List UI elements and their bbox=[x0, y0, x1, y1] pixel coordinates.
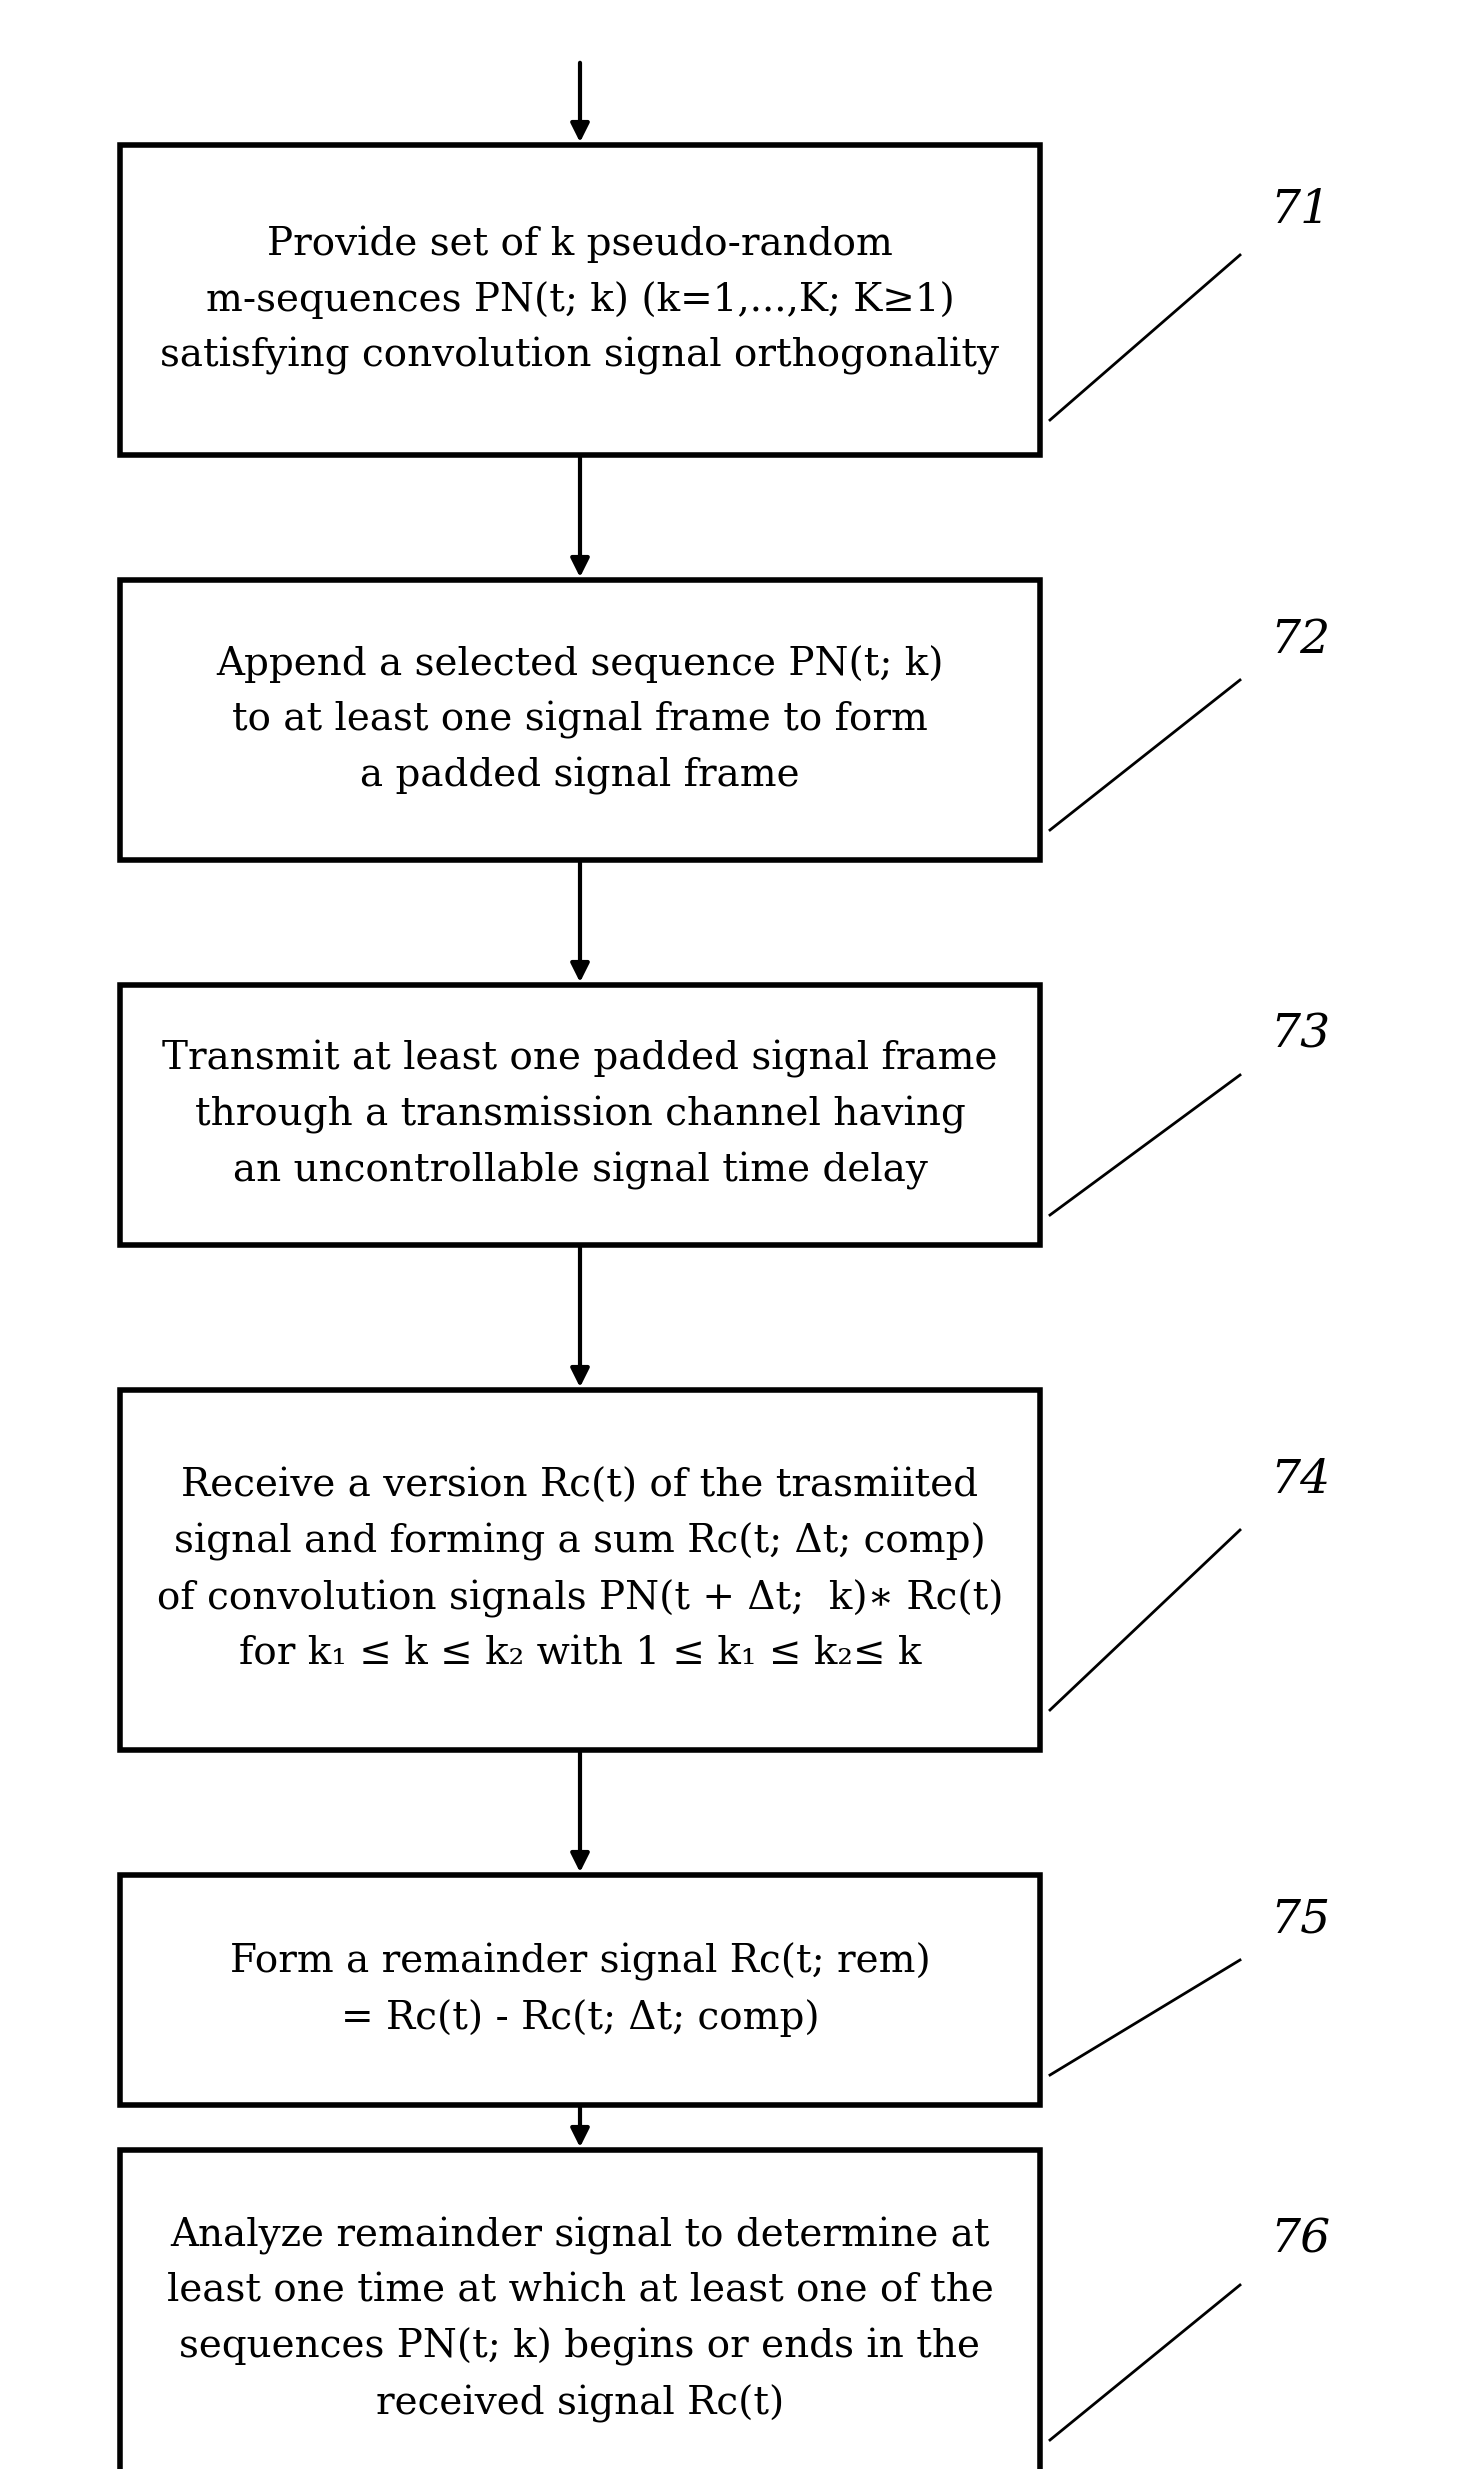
Text: 72: 72 bbox=[1269, 617, 1330, 662]
Text: Receive a version Rc(t) of the trasmiited
signal and forming a sum Rc(t; Δt; com: Receive a version Rc(t) of the trasmiite… bbox=[157, 1469, 1003, 1672]
Text: 75: 75 bbox=[1269, 1896, 1330, 1943]
Text: 71: 71 bbox=[1269, 188, 1330, 232]
FancyBboxPatch shape bbox=[121, 1874, 1040, 2106]
Text: Append a selected sequence PN(t; k)
to at least one signal frame to form
a padde: Append a selected sequence PN(t; k) to a… bbox=[216, 644, 944, 795]
Text: Provide set of k pseudo-random
m-sequences PN(t; k) (k=1,...,K; K≥1)
satisfying : Provide set of k pseudo-random m-sequenc… bbox=[160, 225, 999, 375]
FancyBboxPatch shape bbox=[121, 580, 1040, 859]
FancyBboxPatch shape bbox=[121, 2150, 1040, 2469]
FancyBboxPatch shape bbox=[121, 146, 1040, 454]
Text: 76: 76 bbox=[1269, 2217, 1330, 2262]
FancyBboxPatch shape bbox=[121, 985, 1040, 1244]
Text: Form a remainder signal Rc(t; rem)
= Rc(t) - Rc(t; Δt; comp): Form a remainder signal Rc(t; rem) = Rc(… bbox=[229, 1943, 930, 2037]
Text: Analyze remainder signal to determine at
least one time at which at least one of: Analyze remainder signal to determine at… bbox=[166, 2217, 993, 2422]
FancyBboxPatch shape bbox=[121, 1390, 1040, 1751]
Text: 74: 74 bbox=[1269, 1457, 1330, 1504]
Text: Transmit at least one padded signal frame
through a transmission channel having
: Transmit at least one padded signal fram… bbox=[162, 1039, 997, 1190]
Text: 73: 73 bbox=[1269, 1012, 1330, 1057]
